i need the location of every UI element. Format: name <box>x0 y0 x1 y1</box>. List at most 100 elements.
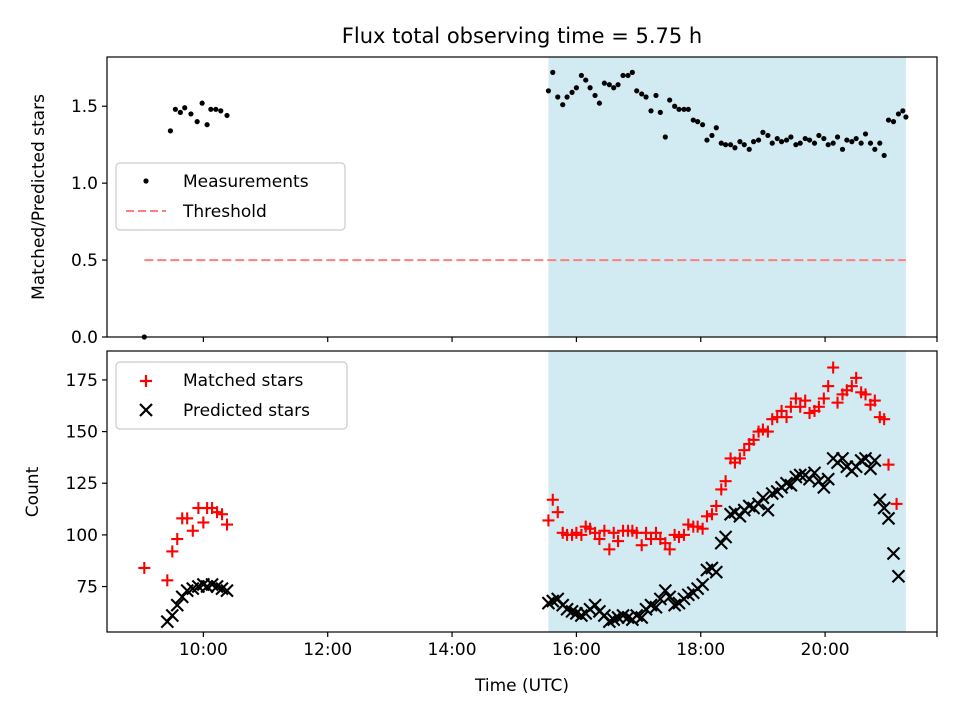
measurement-point <box>783 137 790 143</box>
measurement-point <box>555 94 561 100</box>
measurement-point <box>611 85 617 91</box>
predicted-star-point <box>658 583 673 598</box>
predicted-star-point <box>667 598 682 612</box>
predicted-star-point <box>541 596 556 610</box>
count-ytick-label: 175 <box>66 371 98 391</box>
ratio-legend: Measurements Threshold <box>115 162 346 231</box>
measurement-point <box>208 106 214 112</box>
matched-star-point <box>607 526 620 539</box>
measurement-point <box>774 135 780 142</box>
matched-star-point <box>186 524 199 537</box>
ratio-y-axis: 0.0 0.5 1.0 1.5 <box>71 97 107 348</box>
measurement-point <box>695 119 701 125</box>
ratio-x-ticks <box>202 337 938 342</box>
measurement-point <box>825 142 831 148</box>
matched-star-point <box>868 394 881 407</box>
matched-star-point <box>812 400 825 413</box>
matched-star-point <box>850 371 863 384</box>
measurement-point <box>685 106 691 112</box>
count-legend: Matched stars Predicted stars <box>115 361 348 430</box>
measurement-point <box>560 102 566 108</box>
measurement-point <box>690 117 696 123</box>
measurement-point <box>172 106 178 112</box>
matched-star-point <box>161 574 174 587</box>
matched-star-point <box>878 413 891 426</box>
matched-star-point <box>827 361 840 374</box>
measurement-point <box>199 100 205 106</box>
matched-star-point <box>220 518 233 531</box>
measurement-point <box>858 140 864 146</box>
matched-star-point <box>789 392 802 405</box>
measurement-point <box>713 125 719 131</box>
measurement-point <box>741 142 747 148</box>
predicted-star-point <box>817 480 831 495</box>
measurement-point <box>718 140 724 146</box>
count-xtick-label: 12:00 <box>303 640 352 660</box>
count-x-axis: 10:00 12:00 14:00 16:00 18:00 20:00 <box>179 632 938 660</box>
measurement-point <box>834 134 841 140</box>
predicted-star-point <box>662 590 677 604</box>
measurement-point <box>662 134 668 140</box>
count-panel: 75 100 125 150 175 10:00 12:00 14:00 16:00 18:00… <box>23 350 938 696</box>
matched-star-point <box>603 543 616 556</box>
predicted-star-point <box>718 530 733 544</box>
measurement-point <box>895 111 902 117</box>
count-ytick-label: 150 <box>66 423 98 443</box>
predicted-star-point <box>821 472 835 486</box>
predicted-star-point <box>761 503 775 517</box>
ratio-ytick-label: 0.0 <box>71 328 98 348</box>
measurement-point <box>849 139 855 145</box>
count-ytick-label: 125 <box>66 474 98 494</box>
measurement-point <box>769 140 775 146</box>
measurement-point <box>802 135 808 142</box>
matched-star-point <box>845 380 858 393</box>
measurement-point <box>806 137 813 143</box>
predicted-star-point <box>751 497 766 511</box>
matched-star-point <box>705 508 718 521</box>
matched-star-point <box>775 404 788 417</box>
predicted-star-point <box>565 604 579 619</box>
measurement-point <box>177 109 183 115</box>
matched-star-point <box>696 522 709 535</box>
matched-star-point <box>546 493 559 506</box>
measurement-point <box>629 69 635 75</box>
count-xtick-label: 16:00 <box>552 640 601 660</box>
legend-predicted-label: Predicted stars <box>183 401 310 421</box>
matched-star-point <box>649 526 662 539</box>
measurement-point <box>224 112 230 119</box>
ratio-shaded-window <box>548 57 906 337</box>
measurement-point <box>844 137 850 143</box>
matched-star-point <box>598 524 611 537</box>
legend-measurements-marker <box>143 178 149 184</box>
matched-star-point <box>589 526 602 539</box>
predicted-star-point <box>863 462 878 476</box>
matched-star-point <box>822 380 835 393</box>
measurement-points <box>141 69 909 340</box>
measurement-point <box>592 92 598 99</box>
count-axes-frame <box>106 350 938 633</box>
matched-star-point <box>551 506 564 519</box>
matched-star-point <box>761 425 774 438</box>
measurement-point <box>877 140 883 146</box>
measurement-point <box>732 145 738 151</box>
measurement-point <box>550 69 556 75</box>
measurement-point <box>596 100 603 106</box>
ratio-ytick-label: 1.0 <box>71 174 98 194</box>
measurement-point <box>723 142 729 148</box>
ratio-y-label: Matched/Predicted stars <box>29 94 49 300</box>
measurement-point <box>903 114 909 120</box>
ratio-legend-box <box>115 162 346 231</box>
matched-star-point <box>542 514 555 527</box>
measurement-point <box>797 140 803 146</box>
matched-star-point <box>799 394 812 407</box>
predicted-star-point <box>793 468 807 482</box>
measurement-point <box>643 94 649 100</box>
measurement-point <box>606 82 612 88</box>
matched-star-point <box>575 528 588 541</box>
measurement-point <box>737 139 743 145</box>
measurement-point <box>182 105 188 111</box>
measurement-point <box>778 139 785 145</box>
measurement-point <box>625 72 631 79</box>
matched-star-point <box>710 499 723 512</box>
